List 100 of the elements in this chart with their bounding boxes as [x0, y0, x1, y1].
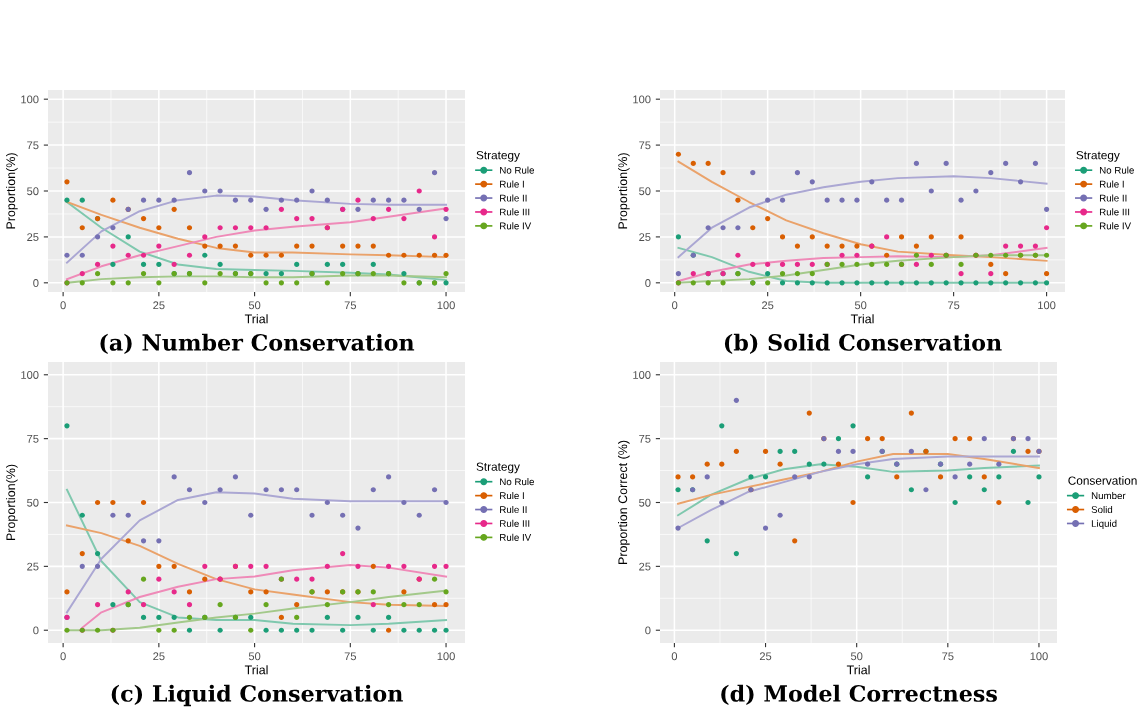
point	[967, 436, 973, 442]
point	[675, 151, 682, 157]
point	[806, 461, 812, 467]
point	[232, 197, 239, 203]
y-tick-label: 25	[27, 562, 39, 571]
point	[186, 589, 193, 595]
point	[309, 627, 315, 633]
point	[981, 487, 987, 493]
point	[908, 487, 914, 493]
point	[248, 563, 254, 569]
point	[278, 487, 284, 493]
point	[217, 261, 223, 268]
point	[263, 589, 269, 595]
point	[263, 206, 269, 212]
x-tick-label: 0	[671, 652, 678, 661]
point	[824, 243, 830, 249]
legend-title: Conservation	[1068, 476, 1137, 485]
point	[110, 512, 116, 518]
point	[869, 261, 875, 268]
point	[355, 614, 361, 621]
point	[777, 512, 783, 518]
x-tick-label: 100	[437, 652, 455, 661]
point	[913, 261, 920, 268]
point	[1032, 280, 1039, 286]
point	[386, 197, 392, 203]
point	[981, 474, 987, 480]
point	[1043, 225, 1050, 231]
point	[171, 261, 177, 268]
point	[294, 280, 300, 286]
point	[1017, 179, 1024, 185]
y-axis-title: Proportion(%)	[618, 153, 630, 229]
point	[370, 563, 376, 569]
point	[156, 563, 162, 569]
x-axis-title: Trial	[244, 314, 268, 324]
line-series	[677, 455, 1040, 530]
point	[431, 487, 438, 493]
point	[854, 197, 860, 203]
x-tick-label: 25	[759, 652, 772, 661]
point	[779, 271, 786, 277]
point	[202, 576, 208, 582]
point	[443, 589, 449, 595]
point	[762, 474, 769, 480]
point	[140, 538, 147, 544]
text: (b) Solid Conservation	[724, 333, 1002, 355]
y-tick-label: 75	[639, 435, 651, 443]
point	[779, 280, 786, 286]
y-tick-label: 0	[33, 279, 39, 287]
point	[156, 627, 162, 633]
point	[988, 261, 994, 268]
point	[140, 499, 147, 506]
point	[1043, 271, 1050, 277]
x-tick-label: 0	[60, 301, 66, 310]
point	[324, 197, 330, 203]
point	[431, 170, 438, 176]
legend-label: Rule III	[1099, 208, 1130, 216]
point	[806, 410, 812, 416]
point	[719, 499, 725, 506]
legend-label: Rule III	[500, 519, 530, 527]
point	[94, 234, 101, 240]
point	[263, 602, 269, 608]
y-tick-label: 100	[21, 371, 39, 379]
point	[913, 243, 920, 249]
point	[217, 188, 223, 194]
point	[1003, 243, 1009, 249]
point	[294, 215, 300, 222]
x-tick-label: 100	[1038, 301, 1056, 310]
point	[705, 160, 711, 167]
point	[1043, 252, 1050, 258]
point	[171, 197, 177, 203]
point	[675, 474, 681, 480]
point	[370, 215, 376, 222]
point	[248, 589, 254, 595]
legend-label: Rule II	[1099, 194, 1127, 202]
point	[263, 563, 269, 569]
point	[777, 461, 783, 467]
point	[355, 525, 361, 531]
point	[748, 474, 754, 480]
point	[443, 627, 449, 633]
point	[140, 602, 147, 608]
y-tick-label: 100	[633, 371, 651, 379]
point	[278, 271, 284, 277]
point	[64, 627, 70, 633]
point	[958, 271, 964, 277]
point	[94, 550, 101, 557]
point	[1025, 499, 1031, 506]
y-tick-label: 25	[27, 233, 39, 242]
point	[1017, 280, 1024, 286]
point	[981, 436, 987, 442]
y-axis-title: Proportion(%)	[6, 153, 18, 229]
point	[943, 160, 949, 167]
point	[309, 576, 315, 582]
point	[125, 252, 131, 258]
x-tick-label: 75	[942, 652, 954, 661]
point	[370, 261, 376, 268]
point	[750, 225, 756, 231]
x-tick-label: 100	[437, 301, 455, 310]
y-axis-title: Proportion(%)	[6, 464, 18, 541]
point	[894, 474, 900, 480]
point	[431, 627, 438, 633]
point	[824, 197, 830, 203]
